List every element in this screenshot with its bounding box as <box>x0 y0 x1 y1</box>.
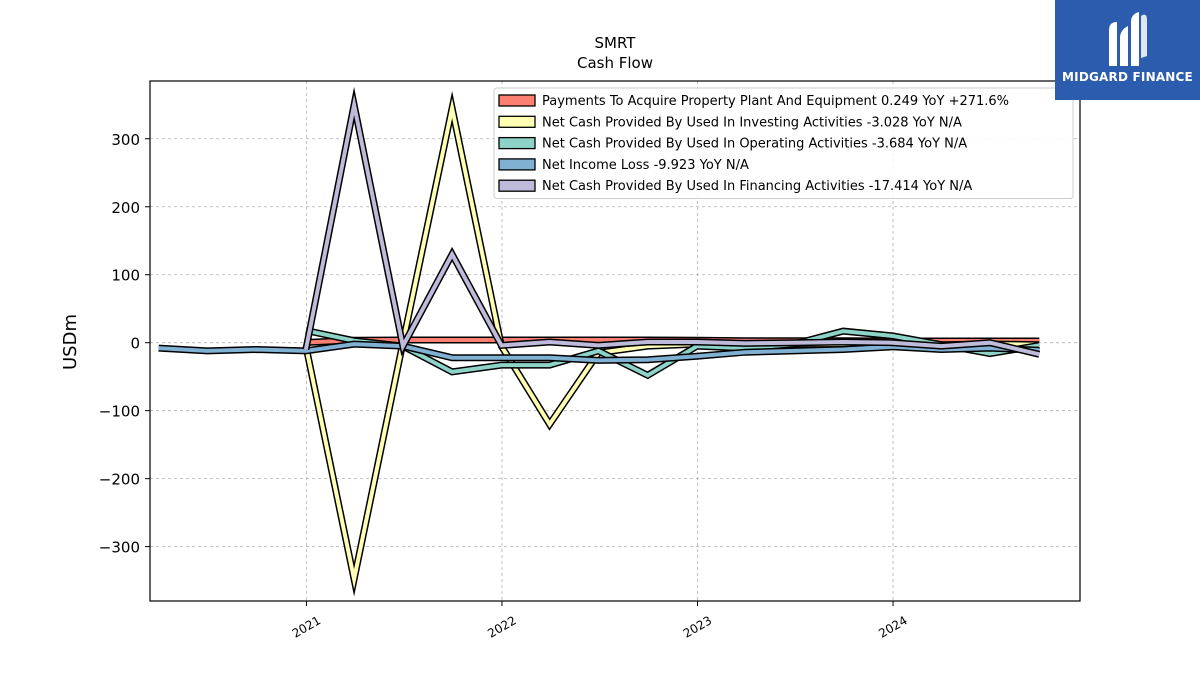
y-tick-label: 100 <box>111 267 140 285</box>
y-tick-label: 300 <box>111 131 140 149</box>
series-layer <box>158 86 1041 597</box>
y-tick-label: 200 <box>111 199 140 217</box>
y-ticks: 300 200 100 0 −100 −200 −300 <box>99 131 150 557</box>
x-tick-label: 2024 <box>876 613 909 640</box>
legend-swatch <box>498 136 536 150</box>
legend-entry: Net Cash Provided By Used In Operating A… <box>542 137 967 152</box>
legend-swatch <box>498 179 536 192</box>
legend-entry: Net Cash Provided By Used In Investing A… <box>542 115 962 130</box>
brand-name: MIDGARD FINANCE <box>1062 70 1193 84</box>
y-tick-label: 0 <box>130 335 140 353</box>
legend-swatch <box>498 158 536 171</box>
y-tick-label: −200 <box>99 471 140 489</box>
series-3 <box>158 340 1040 364</box>
x-tick-label: 2022 <box>485 613 518 640</box>
x-tick-label: 2023 <box>681 613 714 640</box>
legend-box <box>493 87 1074 199</box>
series-4 <box>302 86 1041 358</box>
legend-entry: Net Income Loss -9.923 YoY N/A <box>542 158 749 173</box>
chart-subtitle: Cash Flow <box>577 54 653 72</box>
legend: Payments To Acquire Property Plant And E… <box>493 87 1074 199</box>
y-tick-label: −300 <box>99 539 140 557</box>
midgard-logo-icon <box>1109 12 1147 66</box>
x-ticks: 2021 2022 2023 2024 <box>290 601 910 641</box>
y-tick-label: −100 <box>99 403 140 421</box>
y-axis-label: USDm <box>60 314 81 370</box>
legend-swatch <box>498 94 536 107</box>
legend-entry: Net Cash Provided By Used In Financing A… <box>542 179 972 194</box>
series-line <box>158 342 1040 363</box>
legend-swatch <box>498 115 536 128</box>
brand-logo: MIDGARD FINANCE <box>1055 0 1200 100</box>
series-line <box>303 94 1040 357</box>
legend-entry: Payments To Acquire Property Plant And E… <box>542 94 1009 109</box>
chart-title: SMRT <box>595 34 637 52</box>
x-tick-label: 2021 <box>290 613 323 640</box>
plot-frame <box>149 80 1081 602</box>
